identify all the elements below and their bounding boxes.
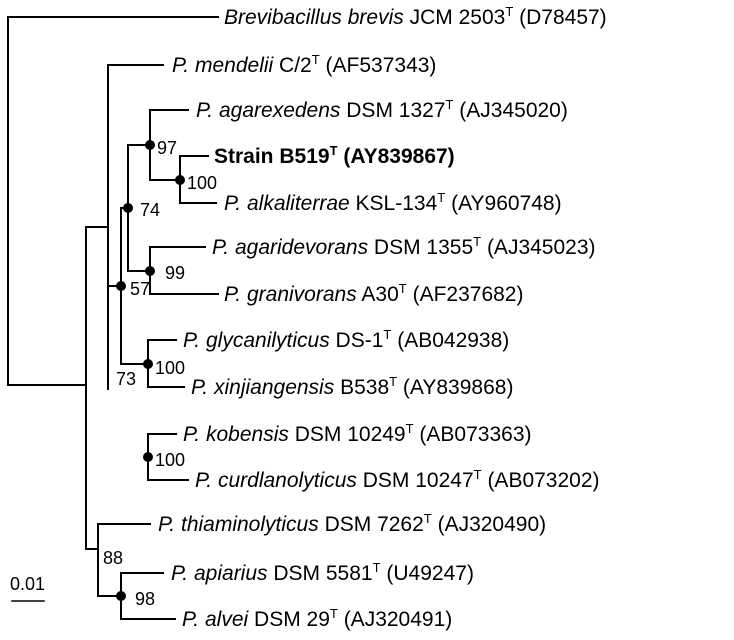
node-dot-99 — [145, 266, 155, 276]
bootstrap-74: 74 — [140, 200, 160, 220]
taxon-label-alvei: P. alvei DSM 29T (AJ320491) — [182, 606, 452, 631]
scale-bar-label: 0.01 — [10, 574, 45, 594]
bootstrap-88: 88 — [103, 548, 123, 568]
bootstrap-100-glyc: 100 — [155, 358, 185, 378]
taxon-label-apiarius: P. apiarius DSM 5581T (U49247) — [171, 560, 474, 585]
node-dot-98 — [116, 591, 126, 601]
taxon-label-agarexedens: P. agarexedens DSM 1327T (AJ345020) — [196, 97, 568, 122]
node-dot-100-glyc — [143, 359, 153, 369]
taxon-label-glycanilyticus: P. glycanilyticus DS-1T (AB042938) — [183, 327, 509, 352]
bootstrap-99: 99 — [165, 263, 185, 283]
taxon-label-agaridevorans: P. agaridevorans DSM 1355T (AJ345023) — [212, 234, 596, 259]
node-dot-57 — [116, 281, 126, 291]
taxon-label-brevibacillus-brevis: Brevibacillus brevis JCM 2503T (D78457) — [224, 4, 607, 29]
bootstrap-97: 97 — [157, 138, 177, 158]
taxon-label-alkaliterrae: P. alkaliterrae KSL-134T (AY960748) — [224, 190, 562, 215]
taxon-label-mendelii: P. mendelii C/2T (AF537343) — [172, 52, 436, 77]
taxon-label-xinjiangensis: P. xinjiangensis B538T (AY839868) — [191, 374, 513, 399]
taxon-label-granivorans: P. granivorans A30T (AF237682) — [224, 281, 523, 306]
taxon-label-curdlanolyticus: P. curdlanolyticus DSM 10247T (AB073202) — [195, 467, 600, 492]
bootstrap-100-kob: 100 — [155, 450, 185, 470]
bootstrap-100-b519: 100 — [187, 173, 217, 193]
node-dot-74 — [123, 203, 133, 213]
taxon-labels: Brevibacillus brevis JCM 2503T (D78457) … — [158, 4, 607, 631]
bootstrap-57: 57 — [130, 279, 150, 299]
taxon-label-thiaminolyticus: P. thiaminolyticus DSM 7262T (AJ320490) — [158, 511, 546, 536]
bootstrap-98: 98 — [135, 589, 155, 609]
taxon-label-strain-b519: Strain B519T (AY839867) — [214, 143, 455, 168]
node-dot-97 — [145, 140, 155, 150]
bootstrap-73: 73 — [116, 369, 136, 389]
scale-bar: 0.01 — [10, 574, 45, 601]
taxon-label-kobensis: P. kobensis DSM 10249T (AB073363) — [183, 421, 532, 446]
node-dot-100-b519 — [175, 175, 185, 185]
node-dot-100-kob — [143, 452, 153, 462]
